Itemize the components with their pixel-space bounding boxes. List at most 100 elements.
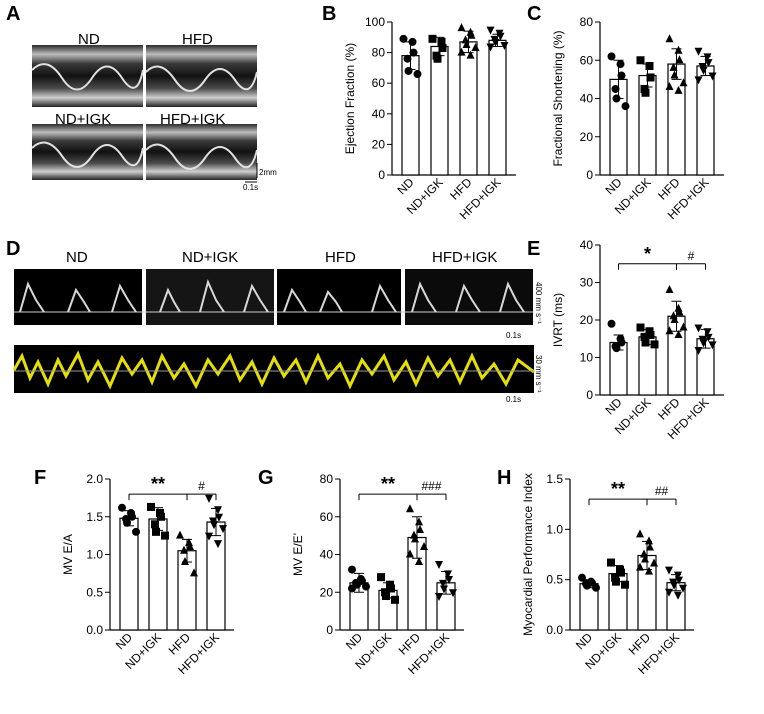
data-point-c-0-1 xyxy=(616,60,625,69)
panel-letter-h: H xyxy=(497,467,511,489)
y-axis-label-g: MV E/E' xyxy=(291,533,305,576)
data-point-e-2-4 xyxy=(670,315,679,323)
panel-letter-d: D xyxy=(6,238,20,260)
y-tick-label-e-4: 40 xyxy=(580,238,594,252)
data-point-b-0-5 xyxy=(413,70,422,79)
data-point-h-2-0 xyxy=(636,529,644,538)
data-point-f-0-4 xyxy=(123,518,131,527)
data-point-e-2-6 xyxy=(665,326,674,335)
data-point-f-1-3 xyxy=(151,520,159,529)
data-point-b-3-4 xyxy=(491,38,500,47)
data-point-f-0-2 xyxy=(128,512,136,521)
data-point-f-1-0 xyxy=(147,502,155,511)
data-point-e-1-3 xyxy=(640,332,649,341)
data-point-g-3-1 xyxy=(444,570,452,579)
scale-label-01s: 0.1s xyxy=(243,183,258,192)
category-label-b-0: ND xyxy=(394,175,416,197)
data-point-e-3-4 xyxy=(699,339,708,348)
data-point-h-2-6 xyxy=(636,562,644,571)
data-point-e-1-4 xyxy=(641,338,650,347)
doppler-strip-top: ND ND+IGK HFD HFD+IGK xyxy=(14,249,533,325)
data-point-b-3-2 xyxy=(496,32,505,41)
data-point-c-2-7 xyxy=(674,85,683,94)
data-point-h-3-2 xyxy=(675,576,683,585)
data-point-g-2-1 xyxy=(415,517,423,526)
data-point-f-2-0 xyxy=(176,530,184,539)
data-point-f-3-1 xyxy=(214,506,222,515)
doppler-scale-bottom-vertical: 30 mm s⁻¹ xyxy=(534,355,543,393)
data-point-h-0-4 xyxy=(583,581,591,590)
sig-label-g-0: ** xyxy=(381,474,395,494)
data-point-c-0-0 xyxy=(607,52,616,61)
doppler-scale-bottom-horizontal: 0.1s xyxy=(506,395,521,404)
data-point-g-3-6 xyxy=(435,593,443,602)
category-label-c-0: ND xyxy=(602,175,624,197)
data-point-g-0-6 xyxy=(348,584,356,593)
data-point-g-3-5 xyxy=(449,589,457,598)
bar-b-1 xyxy=(430,45,449,176)
y-axis-label-b: Ejection Fraction (%) xyxy=(343,43,357,154)
data-point-h-2-7 xyxy=(645,566,653,575)
echo-image-nd: ND xyxy=(31,31,144,107)
y-tick-label-e-2: 20 xyxy=(580,313,594,327)
y-tick-label-g-0: 0 xyxy=(326,623,333,637)
chart-panel-h: H 0.0 0.5 1.0 1.5 Myocardial Performance Inde… xyxy=(497,467,694,677)
panel-letter-f: F xyxy=(34,467,46,489)
data-point-h-0-0 xyxy=(578,573,586,582)
doppler-scale-top-horizontal: 0.1s xyxy=(506,331,521,340)
data-point-e-1-5 xyxy=(650,340,659,349)
data-point-b-1-4 xyxy=(433,54,442,63)
doppler-label-hfd-igk: HFD+IGK xyxy=(432,249,497,266)
data-point-g-2-7 xyxy=(415,557,423,566)
y-tick-label-e-1: 10 xyxy=(580,351,594,365)
sig-label-e-1: # xyxy=(688,249,695,263)
y-tick-label-f-1: 0.5 xyxy=(86,585,103,599)
data-point-c-0-3 xyxy=(611,84,620,93)
data-point-e-2-7 xyxy=(674,330,683,338)
y-tick-label-g-3: 60 xyxy=(320,510,334,524)
data-point-e-3-6 xyxy=(694,347,703,355)
data-point-c-3-5 xyxy=(708,72,717,81)
data-point-h-1-5 xyxy=(621,580,629,589)
y-tick-label-g-1: 20 xyxy=(320,585,334,599)
y-tick-label-g-4: 80 xyxy=(320,472,334,486)
data-point-b-1-2 xyxy=(438,44,447,53)
data-point-c-1-1 xyxy=(645,61,654,70)
data-point-c-3-6 xyxy=(694,76,703,85)
data-point-g-3-0 xyxy=(435,560,443,569)
echo-label-nd-igk: ND+IGK xyxy=(55,111,111,128)
data-point-b-2-6 xyxy=(457,47,466,56)
sig-label-h-0: ** xyxy=(611,479,625,499)
data-point-g-2-6 xyxy=(406,549,414,558)
data-point-b-0-2 xyxy=(409,48,418,57)
doppler-label-nd: ND xyxy=(66,249,88,266)
data-point-e-1-2 xyxy=(646,331,655,339)
y-axis-label-h: Myocardial Performance Index xyxy=(521,473,535,636)
data-point-b-2-7 xyxy=(466,50,475,59)
data-point-f-3-7 xyxy=(214,540,222,549)
bar-b-3 xyxy=(488,39,507,176)
category-label-h-0: ND xyxy=(573,630,595,652)
bar-b-2 xyxy=(459,41,478,176)
data-point-f-3-2 xyxy=(215,513,223,522)
doppler-label-nd-igk: ND+IGK xyxy=(182,249,238,266)
data-point-f-3-6 xyxy=(205,532,213,541)
data-point-c-2-3 xyxy=(669,62,678,71)
data-point-f-3-5 xyxy=(219,525,227,534)
data-point-f-1-5 xyxy=(161,531,169,540)
echo-label-nd: ND xyxy=(78,31,100,48)
data-point-c-2-1 xyxy=(674,45,683,54)
data-point-e-3-2 xyxy=(704,333,713,342)
data-point-g-3-4 xyxy=(440,585,448,594)
data-point-c-0-5 xyxy=(621,102,630,111)
data-point-f-3-4 xyxy=(210,521,218,530)
data-point-h-3-0 xyxy=(665,566,673,575)
sig-label-g-1: ### xyxy=(421,479,441,493)
data-point-c-2-2 xyxy=(675,55,684,64)
data-point-f-2-4 xyxy=(181,557,189,566)
scale-label-2mm: 2mm xyxy=(259,168,277,177)
data-point-e-2-0 xyxy=(665,285,674,293)
y-tick-label-b-3: 60 xyxy=(372,76,386,90)
category-label-g-0: ND xyxy=(343,630,365,652)
